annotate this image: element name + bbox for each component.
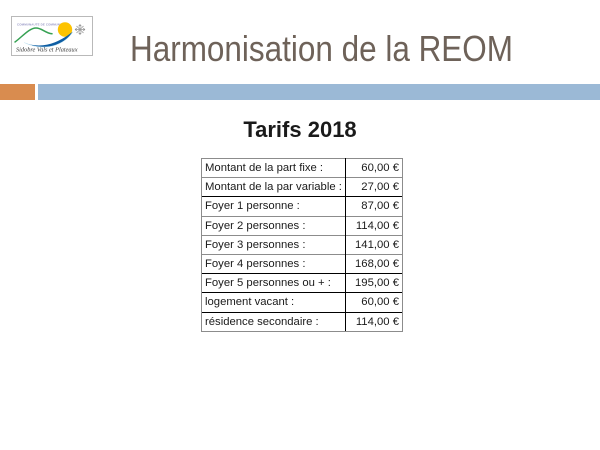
svg-text:COMMUNAUTE DE COMMUNES: COMMUNAUTE DE COMMUNES — [17, 23, 64, 27]
svg-text:Sidobre Vals et Plateaux: Sidobre Vals et Plateaux — [16, 47, 78, 54]
